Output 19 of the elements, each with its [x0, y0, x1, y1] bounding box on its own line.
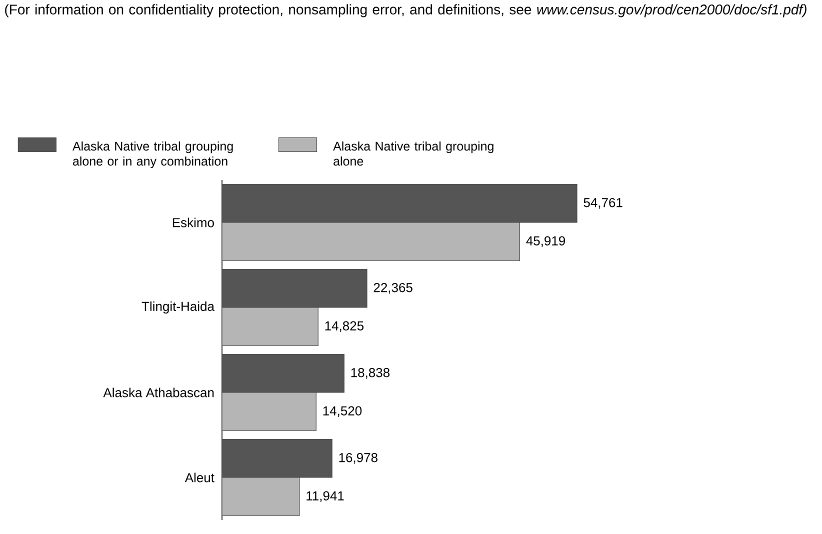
- data-label: 14,825: [325, 321, 364, 332]
- legend-label: Alaska Native tribal grouping alone or in any combination: [72, 141, 233, 168]
- bar: [222, 392, 316, 432]
- data-label: 14,520: [323, 406, 362, 417]
- y-tick-label: Tlingit-Haida: [142, 301, 214, 314]
- data-label: 16,978: [339, 452, 378, 464]
- y-tick-label: Eskimo: [172, 218, 214, 228]
- data-label: 22,365: [374, 282, 412, 294]
- legend-label: Alaska Native tribal grouping alone: [333, 141, 494, 166]
- bar: [222, 222, 520, 262]
- data-label: 18,838: [351, 368, 390, 379]
- bar: [222, 477, 300, 516]
- y-tick-label: Aleut: [184, 472, 214, 482]
- data-label: 54,761: [584, 198, 622, 209]
- data-label: 11,941: [306, 491, 344, 502]
- bar: [222, 307, 318, 346]
- text: (For information on confidentiality protection, nonsampling error, and definitions, see www.census.gov/prod/cen2000/doc/sf1.pdf): [5, 4, 806, 18]
- data-label: 45,919: [526, 236, 566, 247]
- y-tick-label: Alaska Athabascan: [103, 388, 214, 398]
